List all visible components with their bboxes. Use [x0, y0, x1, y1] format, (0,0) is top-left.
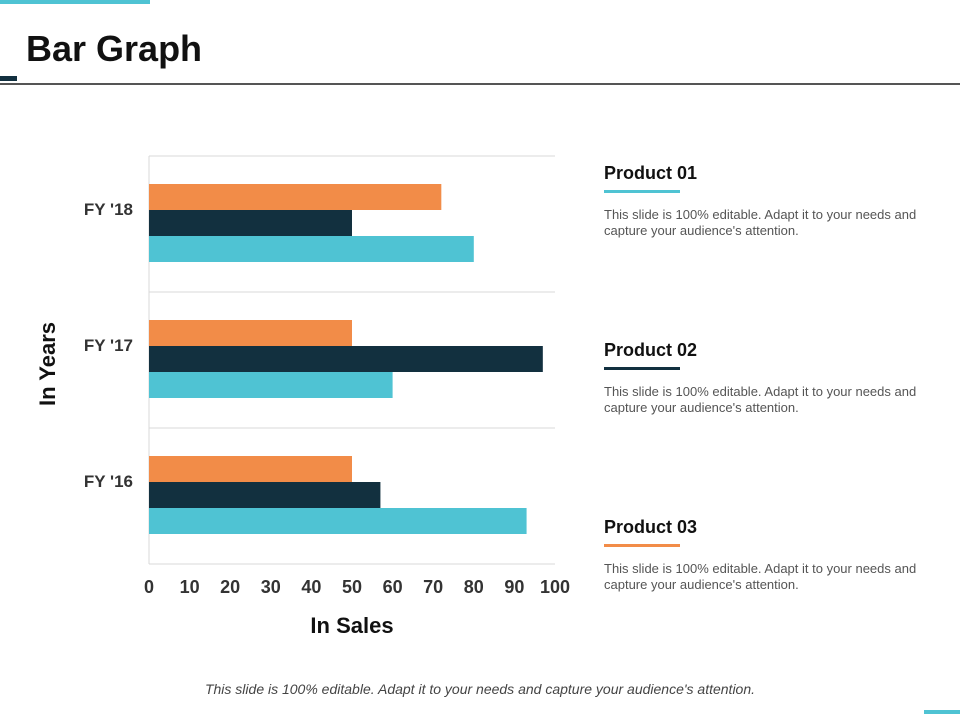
title-mark [0, 76, 17, 81]
legend-item-product-03: Product 03 This slide is 100% editable. … [604, 517, 934, 593]
x-tick-label: 20 [220, 577, 240, 597]
y-tick-label: FY '18 [84, 200, 133, 219]
bottom-accent-bar [924, 710, 960, 714]
legend-title: Product 01 [604, 163, 698, 183]
x-tick-label: 10 [180, 577, 200, 597]
legend-description: This slide is 100% editable. Adapt it to… [604, 207, 917, 238]
y-tick-label: FY '17 [84, 336, 133, 355]
x-tick-label: 70 [423, 577, 443, 597]
bar-product-02 [149, 482, 381, 508]
bar-product-02 [149, 346, 543, 372]
bar-product-03 [149, 456, 352, 482]
x-axis-label: In Sales [310, 613, 393, 638]
bar-product-03 [149, 184, 442, 210]
y-axis-label: In Years [35, 322, 60, 406]
bar-product-01 [149, 508, 527, 534]
legend-item-product-02: Product 02 This slide is 100% editable. … [604, 340, 934, 416]
x-tick-label: 80 [464, 577, 484, 597]
legend-color-rule [604, 544, 680, 547]
footer-note: This slide is 100% editable. Adapt it to… [204, 681, 756, 697]
x-tick-label: 100 [540, 577, 570, 597]
legend-description: This slide is 100% editable. Adapt it to… [604, 384, 917, 415]
bar-product-03 [149, 320, 352, 346]
bar-product-01 [149, 372, 393, 398]
top-accent-bar [0, 0, 150, 4]
legend-item-product-01: Product 01 This slide is 100% editable. … [604, 163, 934, 239]
legend-color-rule [604, 367, 680, 370]
legend-color-rule [604, 190, 680, 193]
page-title: Bar Graph [26, 28, 203, 69]
x-tick-label: 0 [144, 577, 154, 597]
bar-product-01 [149, 236, 474, 262]
legend-title: Product 03 [604, 517, 698, 537]
bar-product-02 [149, 210, 352, 236]
x-tick-label: 50 [342, 577, 362, 597]
x-tick-label: 60 [383, 577, 403, 597]
y-tick-label: FY '16 [84, 472, 133, 491]
legend-description: This slide is 100% editable. Adapt it to… [604, 561, 917, 592]
x-tick-label: 40 [301, 577, 321, 597]
x-tick-label: 30 [261, 577, 281, 597]
legend-title: Product 02 [604, 340, 698, 360]
title-divider [0, 83, 960, 85]
x-tick-label: 90 [504, 577, 524, 597]
